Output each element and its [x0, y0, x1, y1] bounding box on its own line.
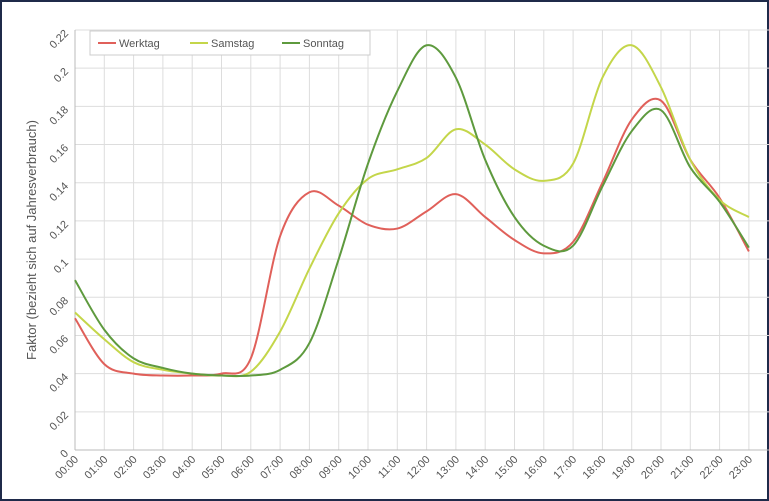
legend-label: Samstag [211, 38, 254, 50]
series-line [74, 97, 750, 377]
legend-label: Werktag [119, 38, 160, 50]
y-axis-label: Faktor (bezieht sich auf Jahresverbrauch… [24, 120, 39, 360]
legend-box [89, 30, 371, 56]
series-line [74, 44, 750, 378]
legend: Werktag Samstag Sonntag [89, 30, 371, 56]
legend-label: Sonntag [303, 38, 344, 50]
